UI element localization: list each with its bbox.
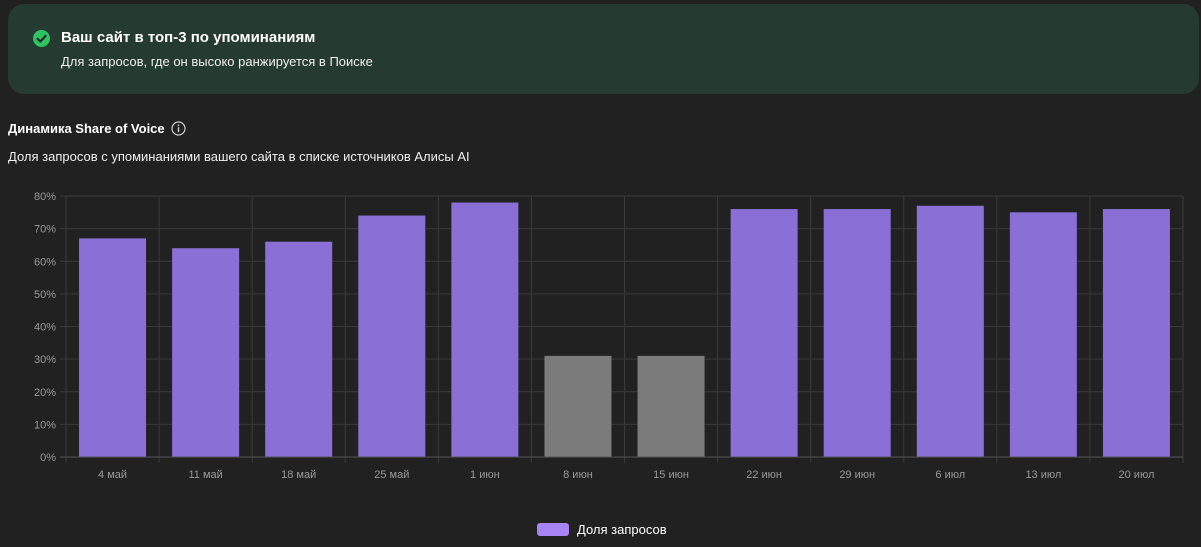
x-tick-label: 15 июн	[653, 469, 689, 481]
chart-legend[interactable]: Доля запросов	[537, 522, 667, 537]
bar	[358, 215, 426, 457]
chart-section-title: Динамика Share of Voice	[8, 121, 186, 136]
y-tick-label: 20%	[34, 387, 56, 399]
legend-swatch	[537, 523, 569, 536]
y-tick-label: 30%	[34, 354, 56, 366]
y-tick-label: 80%	[34, 191, 56, 203]
bar	[916, 205, 984, 457]
check-circle-icon	[33, 30, 50, 47]
x-tick-label: 4 май	[98, 469, 127, 481]
x-tick-label: 8 июн	[563, 469, 593, 481]
bar	[544, 355, 612, 457]
y-tick-label: 50%	[34, 289, 56, 301]
y-tick-label: 40%	[34, 322, 56, 334]
bar	[1102, 209, 1170, 457]
x-tick-label: 29 июн	[839, 469, 875, 481]
share-of-voice-bar-chart: 0% 10% 20% 30% 40% 50% 60% 70% 80% 4 май 11 май 18 …	[34, 191, 1184, 481]
chart-section-subtitle: Доля запросов с упоминаниями вашего сайт…	[8, 149, 470, 164]
x-tick-label: 11 май	[188, 469, 222, 481]
bar	[79, 238, 147, 457]
x-tick-label: 25 май	[374, 469, 409, 481]
y-tick-label: 70%	[34, 224, 56, 236]
bar	[265, 241, 333, 457]
bar	[172, 248, 240, 457]
y-tick-label: 60%	[34, 256, 56, 268]
x-tick-label: 20 июл	[1119, 469, 1155, 481]
banner-title: Ваш сайт в топ-3 по упоминаниям	[61, 29, 316, 46]
notification-banner: Ваш сайт в топ-3 по упоминаниям Для запр…	[8, 4, 1199, 94]
info-icon[interactable]	[171, 121, 186, 136]
y-tick-label: 0%	[40, 452, 56, 464]
bar	[1009, 212, 1077, 457]
banner-subtitle: Для запросов, где он высоко ранжируется …	[61, 54, 373, 69]
x-tick-label: 6 июл	[935, 469, 965, 481]
y-tick-label: 10%	[34, 419, 56, 431]
chart-section-title-text: Динамика Share of Voice	[8, 121, 165, 136]
bar	[730, 209, 798, 457]
x-tick-label: 22 июн	[746, 469, 782, 481]
bar	[637, 355, 705, 457]
x-tick-label: 1 июн	[470, 469, 500, 481]
x-tick-label: 18 май	[281, 469, 316, 481]
bar	[451, 202, 519, 457]
bar	[823, 209, 891, 457]
x-tick-label: 13 июл	[1025, 469, 1061, 481]
legend-label: Доля запросов	[577, 522, 667, 537]
